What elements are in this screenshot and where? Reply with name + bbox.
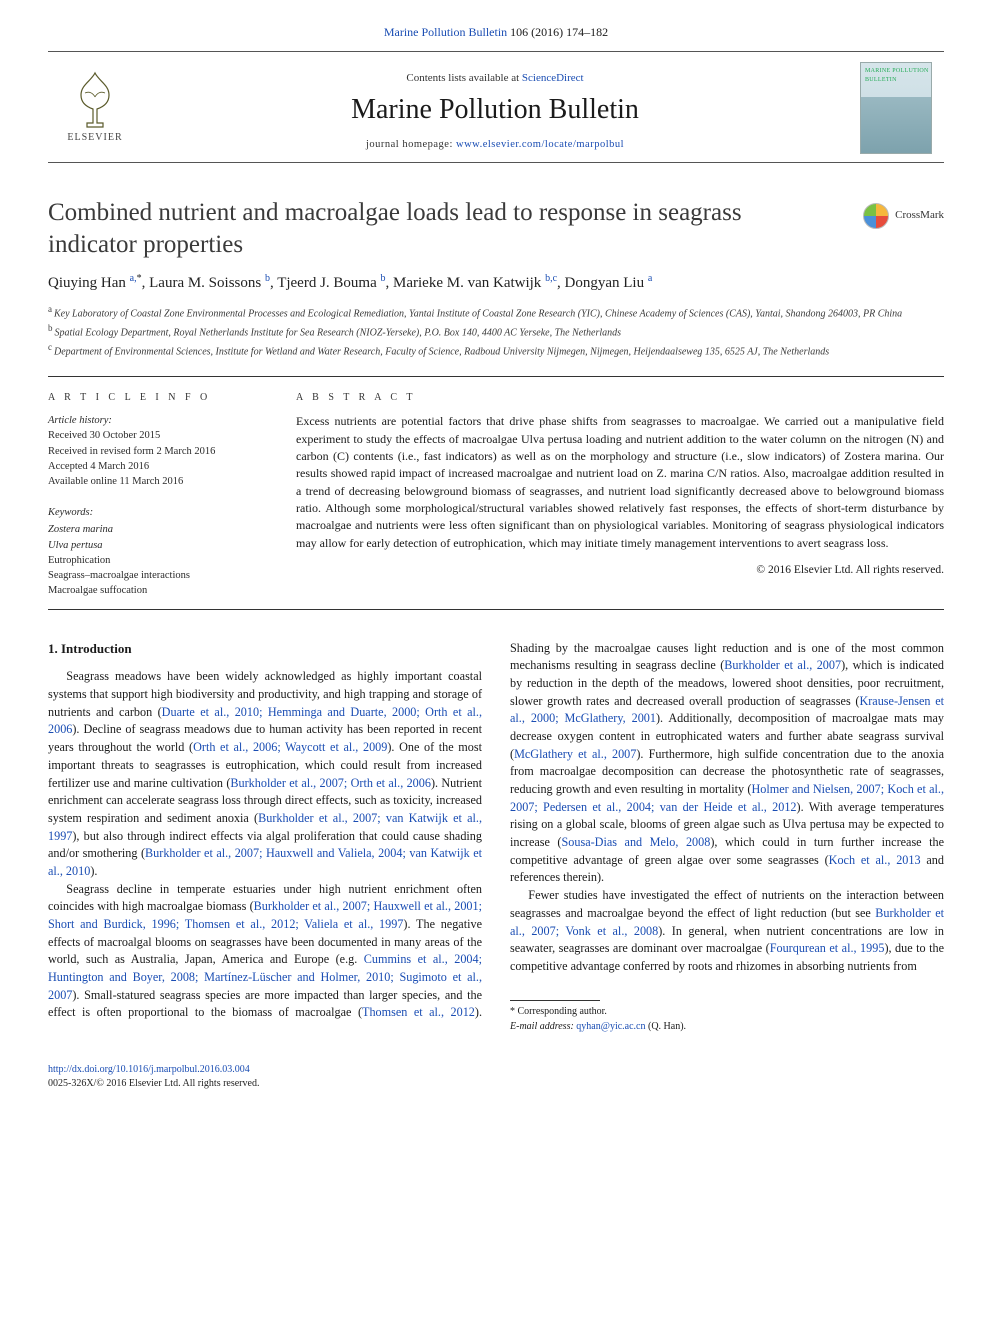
- email-link[interactable]: qyhan@yic.ac.cn: [576, 1021, 645, 1032]
- article-info-heading: a r t i c l e i n f o: [48, 391, 268, 406]
- history-line: Accepted 4 March 2016: [48, 459, 268, 474]
- intro-paragraph: Seagrass meadows have been widely acknow…: [48, 668, 482, 880]
- history-line: Available online 11 March 2016: [48, 474, 268, 489]
- citation-link[interactable]: Burkholder et al., 2007: [724, 658, 841, 672]
- journal-homepage-link[interactable]: www.elsevier.com/locate/marpolbul: [456, 139, 624, 150]
- journal-cover-thumb: MARINE POLLUTION BULLETIN: [860, 62, 932, 154]
- citation-link[interactable]: Koch et al., 2013: [829, 853, 921, 867]
- issue-citation: Marine Pollution Bulletin 106 (2016) 174…: [48, 24, 944, 41]
- elsevier-tree-icon: [71, 71, 119, 129]
- issn-copyright: 0025-326X/© 2016 Elsevier Ltd. All right…: [48, 1077, 944, 1092]
- citation-link[interactable]: Sousa-Dias and Melo, 2008: [562, 835, 711, 849]
- citation-link[interactable]: McGlathery et al., 2007: [514, 747, 636, 761]
- masthead: ELSEVIER Contents lists available at Sci…: [48, 51, 944, 163]
- keyword: Eutrophication: [48, 553, 268, 568]
- intro-paragraph: Fewer studies have investigated the effe…: [510, 887, 944, 975]
- crossmark-icon: [863, 203, 889, 229]
- keyword: Zostera marina: [48, 522, 268, 537]
- crossmark-label: CrossMark: [895, 208, 944, 224]
- article-title: Combined nutrient and macroalgae loads l…: [48, 197, 808, 260]
- publisher-logo: ELSEVIER: [60, 71, 130, 146]
- keyword: Ulva pertusa: [48, 538, 268, 553]
- contents-line: Contents lists available at ScienceDirec…: [142, 71, 848, 87]
- abstract: a b s t r a c t Excess nutrients are pot…: [296, 391, 944, 599]
- affiliations: aKey Laboratory of Coastal Zone Environm…: [48, 303, 944, 360]
- corresponding-author-note: * Corresponding author.: [510, 1005, 944, 1020]
- doi-link[interactable]: http://dx.doi.org/10.1016/j.marpolbul.20…: [48, 1064, 250, 1075]
- top-citation-tail: 106 (2016) 174–182: [507, 25, 608, 39]
- page-footer: http://dx.doi.org/10.1016/j.marpolbul.20…: [48, 1063, 944, 1092]
- cover-title: MARINE POLLUTION BULLETIN: [865, 67, 931, 84]
- citation-link[interactable]: Burkholder et al., 2007; Orth et al., 20…: [230, 776, 431, 790]
- rule: [48, 609, 944, 610]
- journal-homepage: journal homepage: www.elsevier.com/locat…: [142, 137, 848, 152]
- affiliation-a: Key Laboratory of Coastal Zone Environme…: [54, 308, 902, 319]
- sciencedirect-link[interactable]: ScienceDirect: [522, 72, 584, 84]
- publisher-name: ELSEVIER: [67, 131, 122, 146]
- citation-link[interactable]: Orth et al., 2006; Waycott et al., 2009: [193, 740, 387, 754]
- intro-heading: 1. Introduction: [48, 640, 482, 659]
- body-text: 1. Introduction Seagrass meadows have be…: [48, 640, 944, 1035]
- rule: [48, 376, 944, 377]
- affiliation-b: Spatial Ecology Department, Royal Nether…: [55, 327, 622, 338]
- abstract-text: Excess nutrients are potential factors t…: [296, 413, 944, 552]
- keyword: Macroalgae suffocation: [48, 583, 268, 598]
- affiliation-c: Department of Environmental Sciences, In…: [54, 347, 829, 358]
- history-line: Received 30 October 2015: [48, 428, 268, 443]
- article-info: a r t i c l e i n f o Article history: R…: [48, 391, 268, 599]
- history-label: Article history:: [48, 413, 268, 428]
- keywords-label: Keywords:: [48, 505, 268, 520]
- authors: Qiuying Han a,*, Laura M. Soissons b, Tj…: [48, 272, 944, 295]
- abstract-copyright: © 2016 Elsevier Ltd. All rights reserved…: [296, 562, 944, 579]
- citation-link[interactable]: Fourqurean et al., 1995: [770, 941, 885, 955]
- journal-name: Marine Pollution Bulletin: [142, 90, 848, 131]
- crossmark-badge[interactable]: CrossMark: [863, 203, 944, 229]
- keyword: Seagrass–macroalgae interactions: [48, 568, 268, 583]
- rule: [510, 1000, 600, 1001]
- history-line: Received in revised form 2 March 2016: [48, 444, 268, 459]
- top-journal-link[interactable]: Marine Pollution Bulletin: [384, 25, 507, 39]
- citation-link[interactable]: Thomsen et al., 2012: [362, 1005, 475, 1019]
- footnotes: * Corresponding author. E-mail address: …: [510, 1000, 944, 1035]
- abstract-heading: a b s t r a c t: [296, 391, 944, 406]
- email-line: E-mail address: qyhan@yic.ac.cn (Q. Han)…: [510, 1020, 944, 1035]
